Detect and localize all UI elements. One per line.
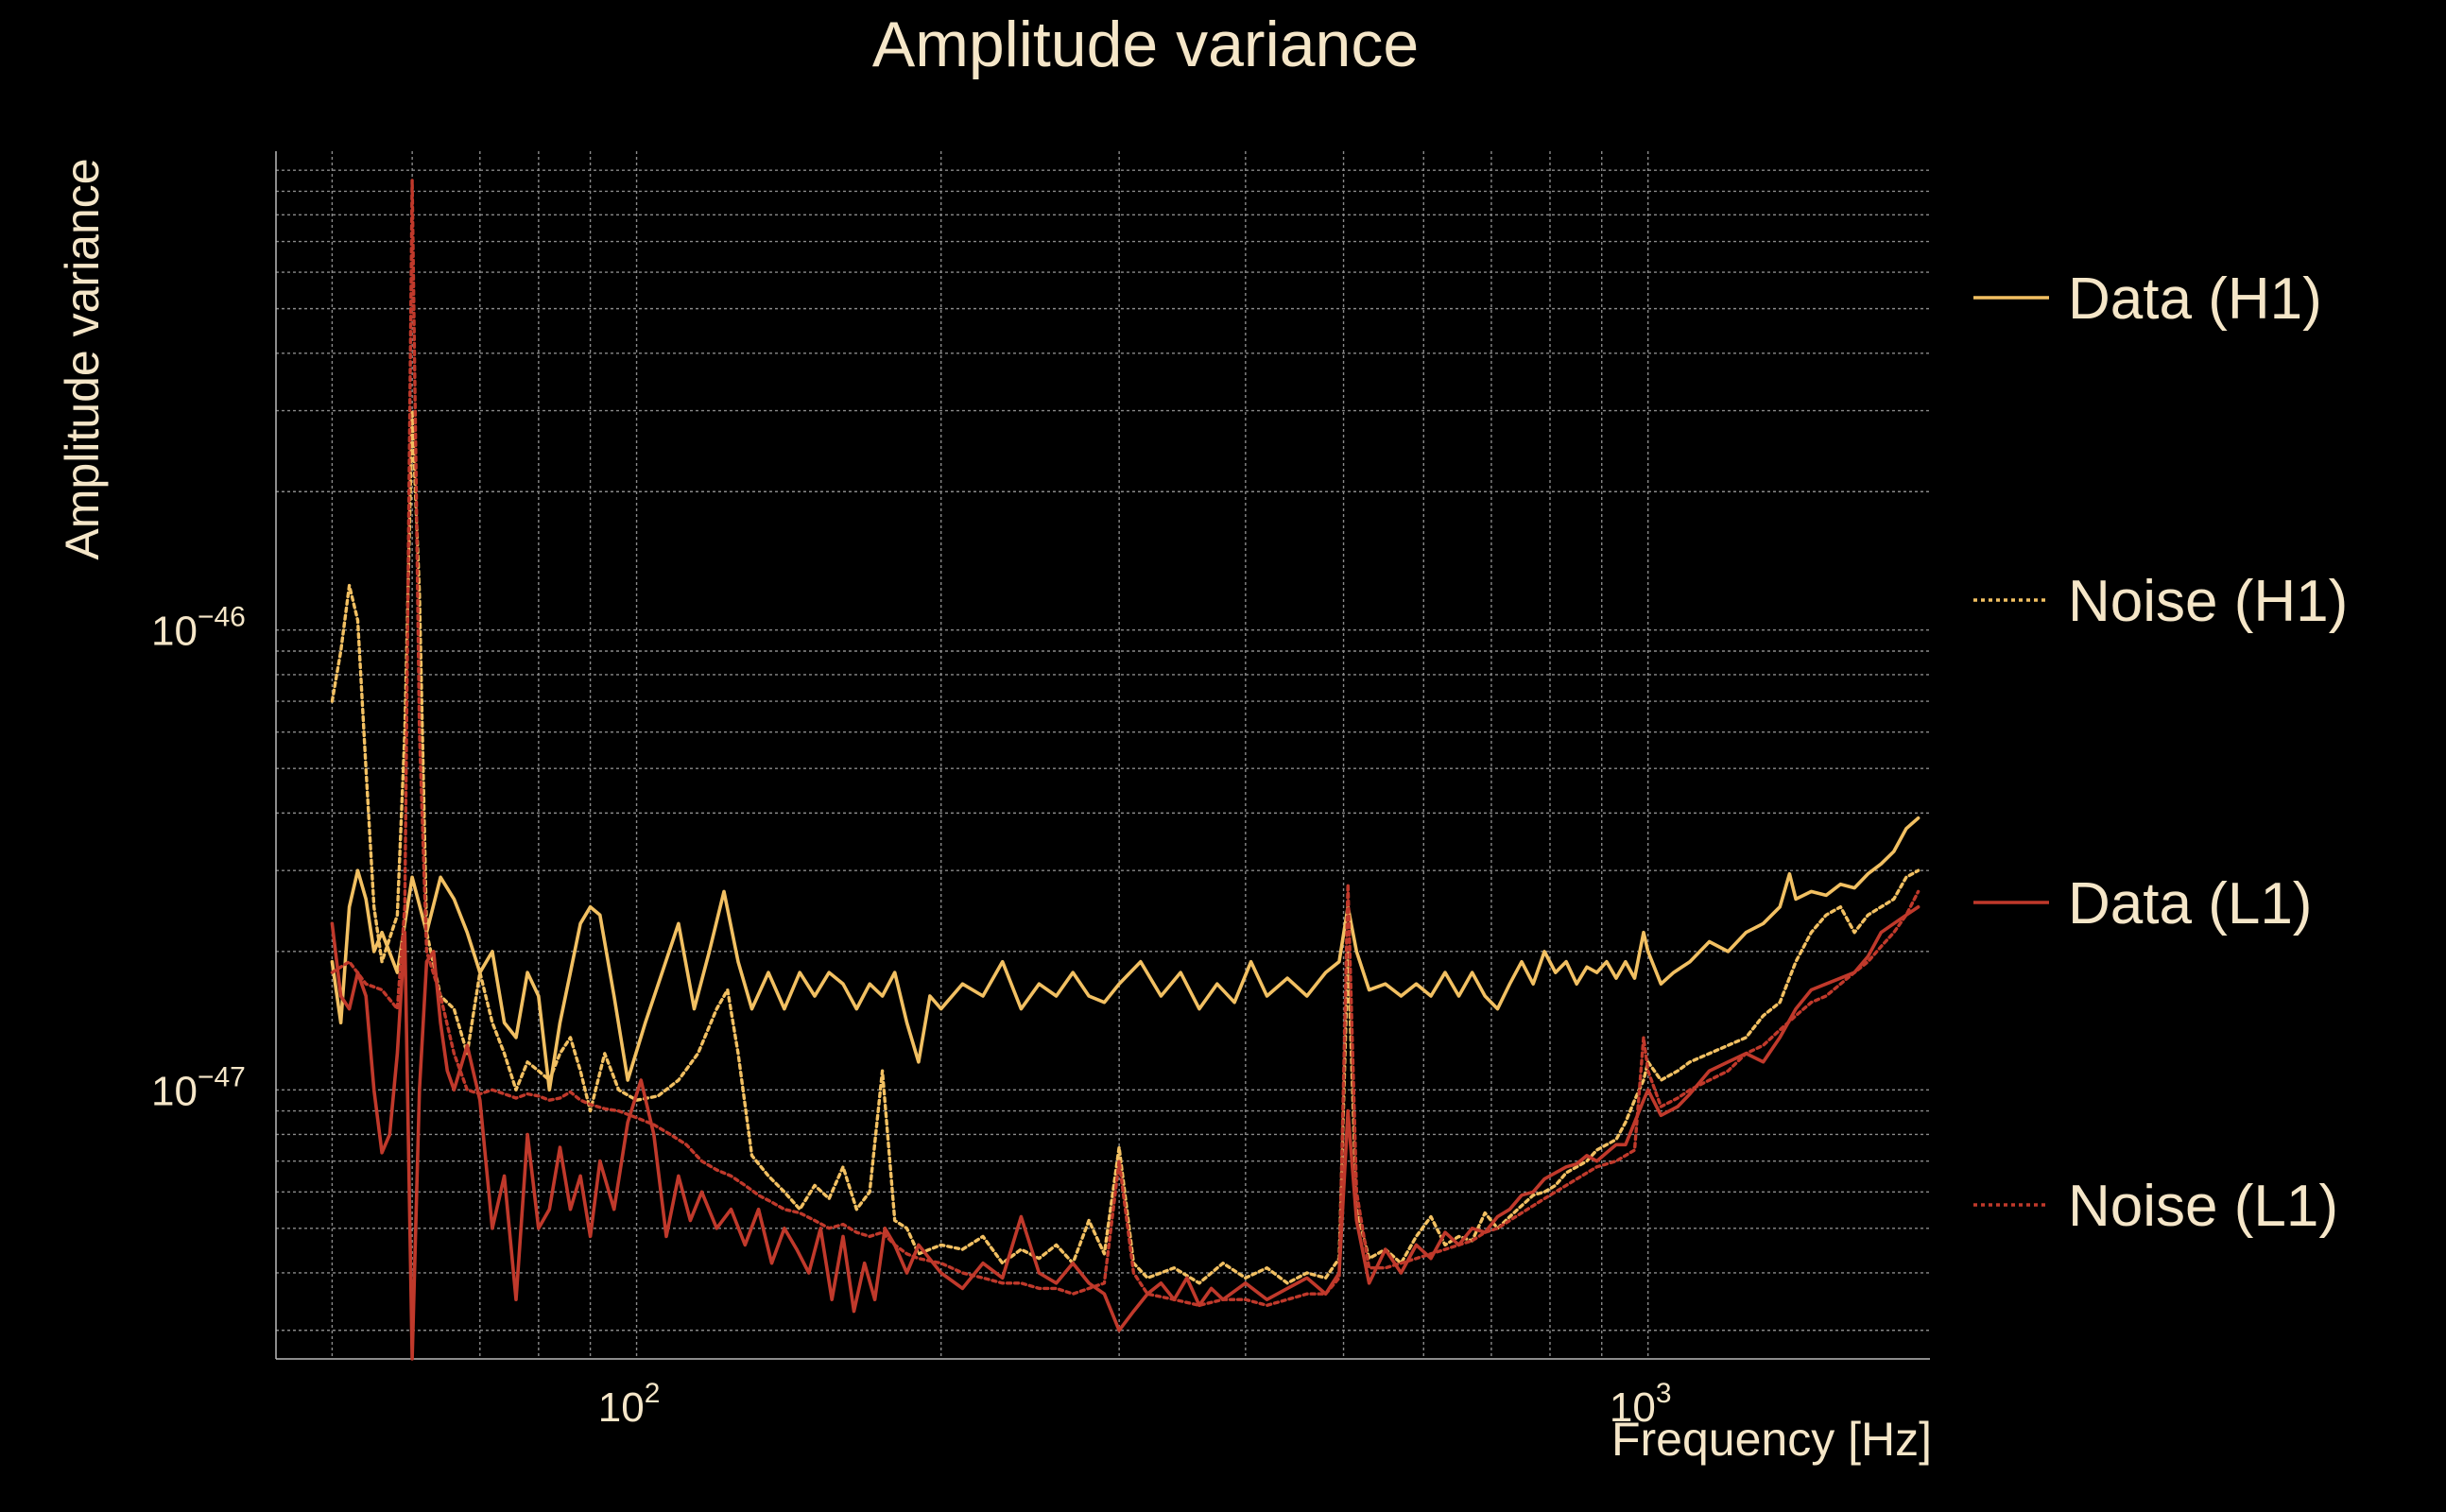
y-axis-label: Amplitude variance — [56, 158, 109, 559]
plot-frame — [275, 151, 1930, 1360]
series-line-data-l1 — [330, 904, 1921, 1361]
x-axis-label: Frequency [Hz] — [1611, 1413, 1932, 1466]
y-tick-label: 10−47 — [151, 1061, 246, 1114]
series-lines — [330, 179, 1921, 1361]
legend-label: Data (L1) — [2068, 871, 2312, 936]
series-line-noise-l1 — [330, 179, 1921, 1308]
series-line-data-h1 — [330, 816, 1921, 1092]
chart-title: Amplitude variance — [872, 9, 1419, 80]
legend-label: Noise (L1) — [2068, 1174, 2338, 1239]
legend-label: Data (H1) — [2068, 266, 2322, 332]
legend-label: Noise (H1) — [2068, 569, 2348, 634]
legend: Data (H1) Noise (H1) Data (L1) Noise (L1) — [1973, 266, 2348, 1239]
x-tick-label: 102 — [598, 1378, 661, 1431]
x-tick-label: 103 — [1610, 1378, 1672, 1431]
y-tick-label: 10−46 — [151, 602, 246, 655]
series-line-noise-h1 — [330, 408, 1921, 1285]
tick-labels: 102 103 10−47 10−46 — [151, 602, 1672, 1431]
